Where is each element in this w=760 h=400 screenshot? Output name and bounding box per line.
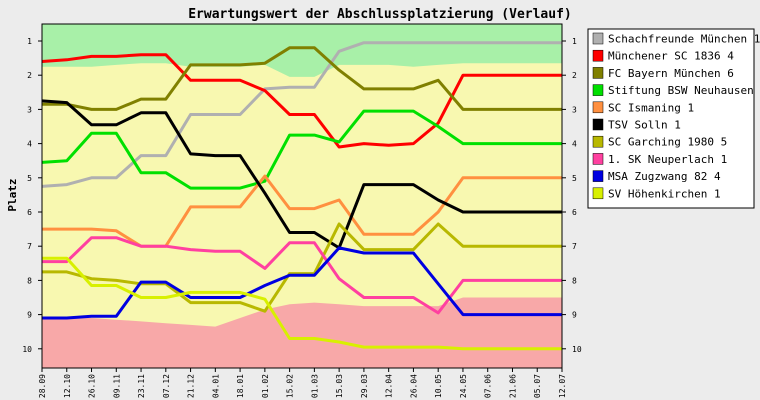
legend-swatch bbox=[592, 118, 604, 131]
series-line-8 bbox=[42, 236, 562, 315]
band-bottom bbox=[42, 297, 562, 368]
y-tick-label-right: 3 bbox=[572, 105, 577, 114]
x-tick-label: 12.04 bbox=[385, 374, 394, 398]
x-tick-label: 21.06 bbox=[509, 374, 518, 398]
legend-swatch bbox=[592, 67, 604, 79]
x-ticks: 28.09 12.10 26.10 09.11 23.11 07.12 21.12 04.01… bbox=[38, 368, 567, 398]
legend-label: 1. SK Neuperlach 1 bbox=[608, 153, 727, 166]
y-tick-label: 8 bbox=[27, 276, 32, 285]
legend-swatch bbox=[592, 101, 604, 114]
series-line-3 bbox=[42, 46, 562, 111]
band-top bbox=[42, 24, 562, 77]
x-tick-label: 26.04 bbox=[409, 374, 418, 398]
series-line-9 bbox=[42, 246, 562, 320]
x-tick-label: 24.05 bbox=[459, 374, 468, 398]
series-line-7 bbox=[42, 222, 562, 313]
chart-title: Erwartungswert der Abschlussplatzierung … bbox=[188, 7, 572, 22]
y-tick-label: 5 bbox=[27, 174, 32, 183]
series-line-4 bbox=[41, 109, 562, 190]
series-lines bbox=[41, 41, 562, 351]
y-tick-label-right: 9 bbox=[572, 311, 577, 320]
y-axis-label: Platz bbox=[6, 178, 19, 211]
legend-swatch bbox=[592, 187, 604, 200]
legend-swatch bbox=[592, 170, 604, 182]
series-line-10 bbox=[42, 256, 562, 351]
legend-box bbox=[587, 28, 755, 209]
x-tick-label: 12.10 bbox=[63, 374, 72, 398]
y-tick-label-right: 1 bbox=[572, 37, 577, 46]
y-tick-label-right: 7 bbox=[572, 242, 577, 251]
legend: Schachfreunde München 1 Münchener SC 1836… bbox=[587, 28, 760, 209]
legend-label: Stiftung BSW Neuhausen 1 bbox=[608, 84, 760, 97]
y-tick-label-right: 10 bbox=[572, 345, 582, 354]
plot-bands bbox=[42, 24, 562, 368]
y-tick-label: 7 bbox=[27, 242, 32, 251]
y-tick-label-right: 2 bbox=[572, 71, 577, 80]
x-tick-label: 23.11 bbox=[137, 374, 146, 398]
series-line-1 bbox=[41, 41, 562, 188]
series-line-2 bbox=[41, 53, 562, 149]
y-tick-label-right: 8 bbox=[572, 276, 577, 285]
y-tick-label-right: 6 bbox=[572, 208, 577, 217]
x-tick-label: 07.06 bbox=[484, 374, 493, 398]
x-tick-label: 12.07 bbox=[558, 374, 567, 398]
x-tick-label: 05.07 bbox=[533, 374, 542, 398]
legend-swatch bbox=[592, 32, 604, 45]
y-ticks-right: 1 2 3 4 5 6 7 8 9 10 bbox=[562, 37, 582, 354]
x-tick-label: 10.05 bbox=[434, 374, 443, 398]
x-tick-label: 26.10 bbox=[88, 374, 97, 398]
legend-swatch bbox=[592, 135, 604, 148]
plot-frame bbox=[41, 23, 563, 369]
legend-label: TSV Solln 1 bbox=[608, 119, 681, 132]
x-tick-label: 15.02 bbox=[286, 374, 295, 398]
legend-label: FC Bayern München 6 bbox=[608, 67, 734, 80]
y-tick-label: 1 bbox=[27, 37, 32, 46]
y-tick-label: 3 bbox=[27, 105, 32, 114]
legend-label: Schachfreunde München 1 bbox=[608, 33, 760, 46]
x-tick-label: 28.09 bbox=[38, 374, 47, 398]
legend-label: SC Garching 1980 5 bbox=[608, 136, 727, 149]
x-tick-label: 18.01 bbox=[236, 374, 245, 398]
series-line-5 bbox=[42, 174, 562, 248]
x-tick-label: 07.12 bbox=[162, 374, 171, 398]
y-tick-label: 6 bbox=[27, 208, 32, 217]
legend-label: SV Höhenkirchen 1 bbox=[608, 187, 721, 200]
y-tick-label-right: 5 bbox=[572, 174, 577, 183]
x-tick-label: 21.12 bbox=[187, 374, 196, 398]
legend-swatch bbox=[592, 84, 604, 96]
legend-swatch bbox=[592, 49, 604, 62]
y-ticks-left: 1 2 3 4 5 6 7 8 9 10 bbox=[22, 37, 42, 354]
series-line-6 bbox=[41, 99, 562, 250]
legend-swatch bbox=[592, 153, 604, 165]
y-tick-label-right: 4 bbox=[572, 140, 577, 149]
y-tick-label: 10 bbox=[22, 345, 32, 354]
x-tick-label: 15.03 bbox=[335, 374, 344, 398]
y-tick-label: 4 bbox=[27, 140, 32, 149]
legend-label: Münchener SC 1836 4 bbox=[608, 50, 734, 63]
legend-label: SC Ismaning 1 bbox=[608, 101, 694, 114]
x-tick-label: 01.02 bbox=[261, 374, 270, 398]
x-tick-label: 29.03 bbox=[360, 374, 369, 398]
legend-label: MSA Zugzwang 82 4 bbox=[608, 170, 721, 183]
y-tick-label: 9 bbox=[27, 311, 32, 320]
y-tick-label: 2 bbox=[27, 71, 32, 80]
x-tick-label: 01.03 bbox=[310, 374, 319, 398]
x-tick-label: 04.01 bbox=[211, 374, 220, 398]
x-tick-label: 09.11 bbox=[112, 374, 121, 398]
